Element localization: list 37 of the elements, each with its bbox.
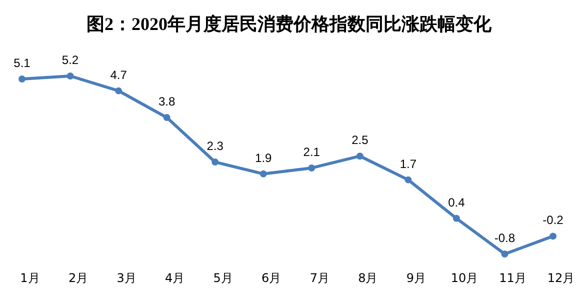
data-label: 4.7 — [110, 68, 128, 82]
data-label: 2.1 — [303, 144, 320, 159]
data-label: 2.3 — [206, 139, 224, 154]
point — [356, 152, 364, 160]
point — [260, 170, 267, 178]
x-tick-label: 8月 — [358, 271, 378, 285]
x-tick-label: 10月 — [450, 271, 478, 285]
data-label: -0.8 — [494, 231, 516, 245]
data-label: 2.5 — [352, 133, 369, 148]
x-tick-label: 7月 — [310, 271, 330, 285]
point — [115, 87, 122, 94]
x-tick-label: 5月 — [213, 271, 233, 285]
x-tick-label: 12月 — [547, 271, 575, 285]
x-tick-label: 9月 — [406, 271, 426, 285]
point — [550, 232, 556, 240]
point — [501, 250, 508, 258]
x-tick-label: 3月 — [116, 271, 136, 285]
point — [18, 75, 26, 82]
data-label: 1.7 — [400, 156, 417, 171]
data-label: 5.2 — [62, 53, 79, 67]
x-tick-label: 11月 — [499, 271, 526, 285]
point — [212, 158, 219, 166]
x-tick-label: 2月 — [68, 271, 88, 285]
point — [66, 72, 74, 80]
data-label: -0.2 — [542, 213, 564, 228]
point — [404, 176, 412, 184]
point — [452, 214, 460, 222]
point — [308, 164, 316, 172]
data-label: 3.8 — [158, 94, 176, 109]
data-label: 5.1 — [14, 56, 31, 70]
chart-title: 图2：2020年月度居民消费价格指数同比涨跌幅变化 — [86, 14, 492, 34]
x-tick-label: 1月 — [20, 271, 40, 285]
data-label: 0.4 — [448, 195, 466, 210]
data-label: 1.9 — [255, 150, 272, 165]
x-tick-label: 6月 — [262, 271, 282, 285]
point — [163, 114, 170, 122]
x-tick-label: 4月 — [165, 271, 185, 285]
